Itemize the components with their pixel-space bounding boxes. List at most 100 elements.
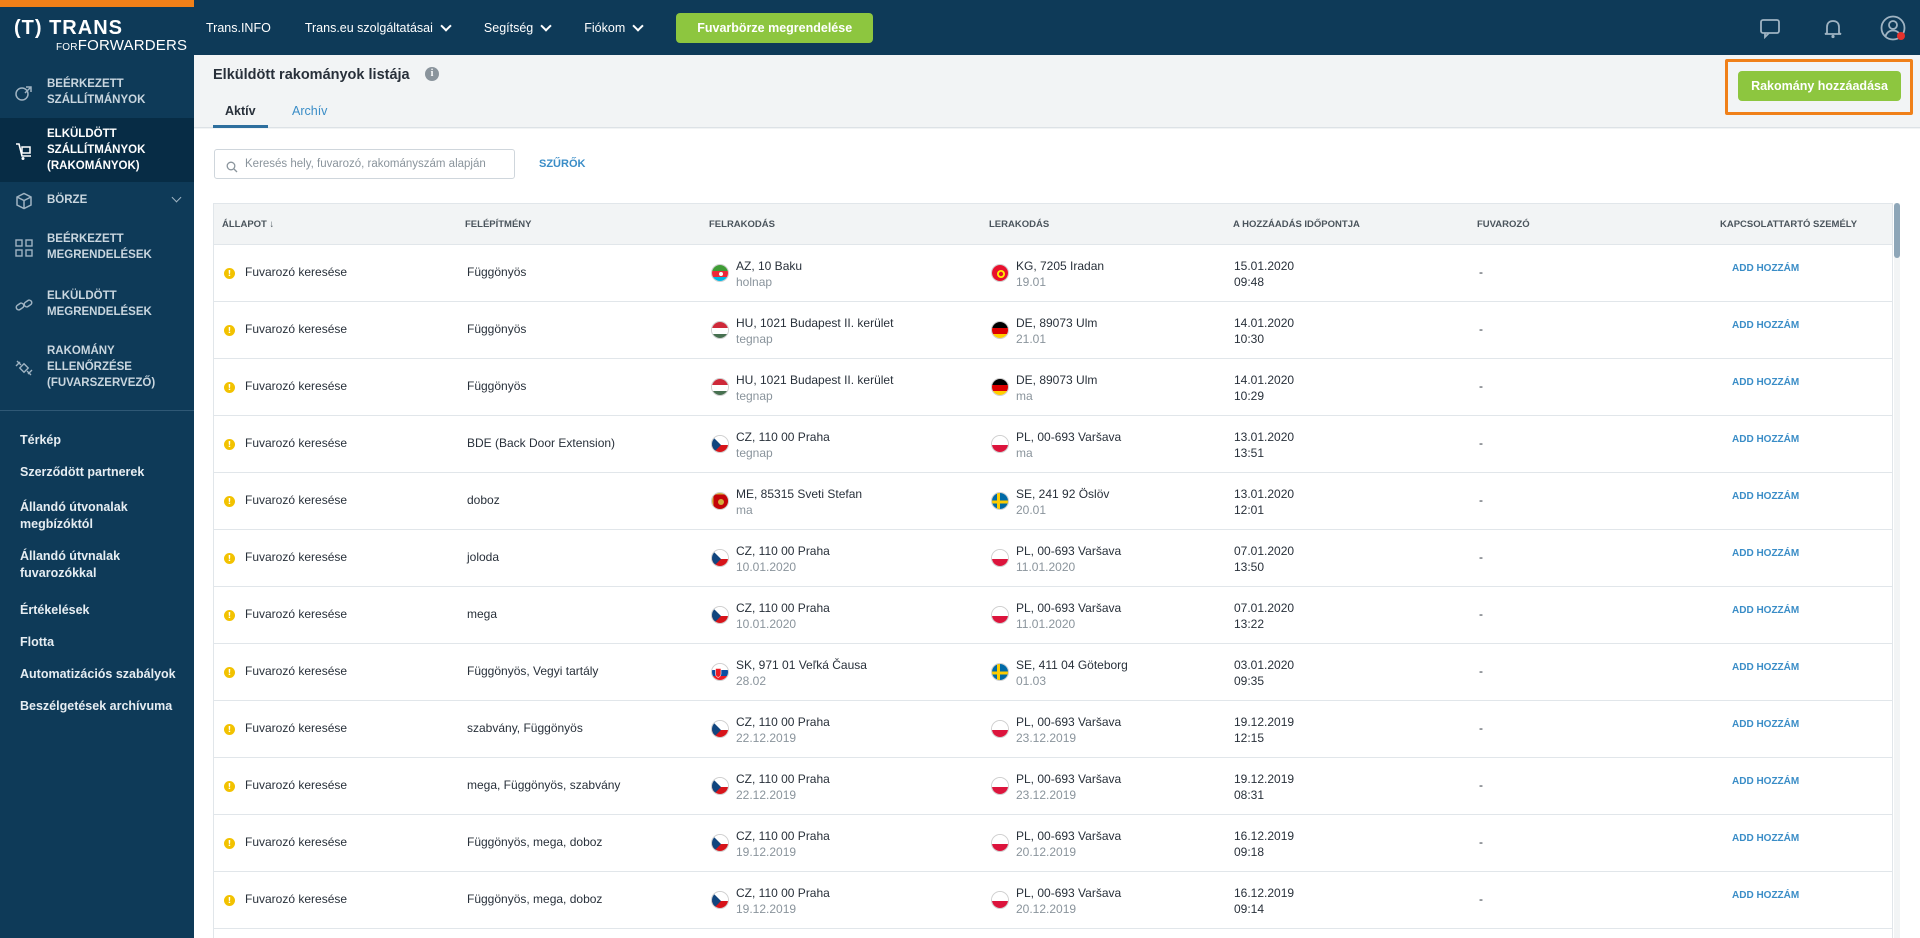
nav-trans-info[interactable]: Trans.INFO — [206, 21, 271, 35]
loading-date: 19.12.2019 — [736, 902, 797, 916]
pl-flag-icon — [991, 891, 1009, 909]
column-header-unloading: LERAKODÁS — [989, 219, 1050, 230]
table-row[interactable]: ! Fuvarozó keresése joloda CZ, 110 00 Praha… — [214, 530, 1892, 587]
assign-to-me-link[interactable]: ADD HOZZÁM — [1732, 434, 1800, 445]
sidebar-link-routes-from-clients[interactable]: Állandó útvonalak megbízóktól — [20, 500, 128, 531]
assign-to-me-link[interactable]: ADD HOZZÁM — [1732, 263, 1800, 274]
nav-help[interactable]: Segítség — [484, 20, 552, 35]
sidebar-link-automation-rules[interactable]: Automatizációs szabályok — [20, 667, 176, 681]
sidebar-link-ratings[interactable]: Értékelések — [20, 603, 90, 617]
table-row[interactable]: ! Fuvarozó keresése mega CZ, 110 00 Praha 10… — [214, 587, 1892, 644]
info-icon[interactable]: i — [425, 67, 439, 81]
table-row[interactable]: ! Fuvarozó keresése Függönyös, Vegyi tartá… — [214, 644, 1892, 701]
unloading-place: KG, 7205 Iradan — [1016, 259, 1105, 273]
pl-flag-icon — [991, 606, 1009, 624]
assign-to-me-link[interactable]: ADD HOZZÁM — [1732, 776, 1800, 787]
loading-date: 10.01.2020 — [736, 617, 797, 631]
sidebar-link-fleet[interactable]: Flotta — [20, 635, 55, 649]
assign-to-me-link[interactable]: ADD HOZZÁM — [1732, 320, 1800, 331]
added-time-cell: 07.01.2020 13:22 — [1234, 600, 1294, 632]
added-time-cell: 19.12.2019 08:31 — [1234, 771, 1294, 803]
table-row[interactable]: ! Fuvarozó keresése Függönyös HU, 1021 Buda… — [214, 302, 1892, 359]
search-box — [214, 149, 515, 179]
added-time: 10:30 — [1234, 332, 1265, 346]
sidebar-item-incoming-orders[interactable]: BEÉRKEZETT MEGRENDELÉSEK — [0, 218, 194, 275]
table-row[interactable]: ! Fuvarozó keresése doboz ME, 85315 Sveti S… — [214, 473, 1892, 530]
chat-icon[interactable] — [1759, 17, 1781, 39]
status-cell: Fuvarozó keresése — [245, 436, 348, 450]
filters-link[interactable]: SZŰRŐK — [539, 158, 586, 170]
column-header-contact: KAPCSOLATTARTÓ SZEMÉLY — [1720, 219, 1858, 230]
unloading-date: ma — [1016, 389, 1033, 403]
user-avatar-icon[interactable] — [1880, 15, 1906, 41]
sidebar-item-exchange[interactable]: BÖRZE — [0, 182, 194, 218]
table-row[interactable]: ! Fuvarozó keresése mega, Függönyös, szabv… — [214, 758, 1892, 815]
sidebar-link-contracted-partners[interactable]: Szerződött partnerek — [20, 465, 145, 479]
column-header-status[interactable]: ÁLLAPOT ↓ — [222, 219, 275, 230]
tab-active[interactable]: Aktív — [213, 104, 268, 128]
carrier-cell: - — [1479, 721, 1483, 735]
table-row[interactable]: ! Fuvarozó keresése szabvány, Függönyös CZ,… — [214, 701, 1892, 758]
assign-to-me-link[interactable]: ADD HOZZÁM — [1732, 833, 1800, 844]
table-header: ÁLLAPOT ↓ FELÉPÍTMÉNY FELRAKODÁS LERAKOD… — [214, 204, 1892, 245]
assign-to-me-link[interactable]: ADD HOZZÁM — [1732, 491, 1800, 502]
scrollbar-thumb[interactable] — [1894, 203, 1900, 258]
cz-flag-icon — [711, 435, 729, 453]
loading-place: AZ, 10 Baku — [736, 259, 803, 273]
table-scrollbar[interactable] — [1894, 203, 1900, 938]
unloading-cell: PL, 00-693 Varšava 23.12.2019 — [1016, 771, 1121, 803]
trans-for-forwarders-logo[interactable]: (T) TRANS FORFORWARDERS — [14, 17, 187, 56]
order-exchange-button[interactable]: Fuvarbörze megrendelése — [676, 13, 874, 43]
tab-archive[interactable]: Archív — [292, 104, 328, 118]
logo-line-2: FORFORWARDERS — [14, 38, 187, 56]
added-time: 13:50 — [1234, 560, 1265, 574]
chevron-down-icon[interactable] — [171, 192, 182, 203]
se-flag-icon — [991, 492, 1009, 510]
assign-to-me-link[interactable]: ADD HOZZÁM — [1732, 377, 1800, 388]
assign-to-me-link[interactable]: ADD HOZZÁM — [1732, 548, 1800, 559]
unloading-cell: PL, 00-693 Varšava 20.12.2019 — [1016, 828, 1121, 860]
warning-status-icon: ! — [224, 325, 235, 336]
table-row[interactable]: ! Fuvarozó keresése BDE (Back Door Extensi… — [214, 416, 1892, 473]
added-time: 09:14 — [1234, 902, 1265, 916]
page-header: Elküldött rakományok listája i Aktív Arc… — [194, 55, 1920, 128]
nav-services[interactable]: Trans.eu szolgáltatásai — [305, 20, 452, 35]
table-row[interactable]: ! Fuvarozó keresése Függönyös, mega, doboz… — [214, 872, 1892, 929]
added-date: 19.12.2019 — [1234, 772, 1295, 786]
unloading-date: 20.12.2019 — [1016, 845, 1077, 859]
added-time-cell: 16.12.2019 09:14 — [1234, 885, 1294, 917]
table-row[interactable]: ! Fuvarozó keresése Függönyös AZ, 10 Baku ho… — [214, 245, 1892, 302]
table-row[interactable]: ! Fuvarozó keresése Függönyös, mega, doboz… — [214, 815, 1892, 872]
warning-status-icon: ! — [224, 268, 235, 279]
bell-icon[interactable] — [1822, 17, 1844, 39]
nav-account[interactable]: Fiókom — [584, 20, 644, 35]
sidebar-item-cargo-check[interactable]: RAKOMÁNY ELLENŐRZÉSE (FUVARSZERVEZŐ) — [0, 332, 194, 402]
added-time: 12:01 — [1234, 503, 1265, 517]
body-type-cell: doboz — [467, 493, 500, 507]
cz-flag-icon — [711, 549, 729, 567]
sidebar-link-chat-archive[interactable]: Beszélgetések archívuma — [20, 699, 173, 713]
sidebar-item-incoming-shipments[interactable]: BEÉRKEZETT SZÁLLÍTMÁNYOK — [0, 66, 194, 118]
added-date: 15.01.2020 — [1234, 259, 1295, 273]
top-icons — [1759, 0, 1920, 55]
sidebar-item-sent-shipments[interactable]: ELKÜLDÖTT SZÁLLÍTMÁNYOK (RAKOMÁNYOK) — [0, 118, 194, 182]
unloading-cell: SE, 411 04 Göteborg 01.03 — [1016, 657, 1128, 689]
logo-line-2-small: FOR — [56, 42, 78, 53]
assign-to-me-link[interactable]: ADD HOZZÁM — [1732, 890, 1800, 901]
add-cargo-button[interactable]: Rakomány hozzáadása — [1738, 71, 1901, 101]
carrier-cell: - — [1479, 607, 1483, 621]
assign-to-me-link[interactable]: ADD HOZZÁM — [1732, 605, 1800, 616]
table-row[interactable]: ! Fuvarozó keresése Függönyös HU, 1021 Buda… — [214, 359, 1892, 416]
assign-to-me-link[interactable]: ADD HOZZÁM — [1732, 719, 1800, 730]
sidebar-link-routes-with-carriers[interactable]: Állandó útvnalak fuvarozókkal — [20, 549, 121, 580]
sidebar-item-sent-orders[interactable]: ELKÜLDÖTT MEGRENDELÉSEK — [0, 275, 194, 332]
assign-to-me-link[interactable]: ADD HOZZÁM — [1732, 662, 1800, 673]
sidebar-divider — [0, 410, 194, 411]
sidebar-link-map[interactable]: Térkép — [20, 433, 61, 447]
logo-line-1: (T) TRANS — [14, 17, 123, 39]
cz-flag-icon — [711, 834, 729, 852]
search-input[interactable] — [245, 155, 510, 173]
unloading-date: 01.03 — [1016, 674, 1047, 688]
status-cell: Fuvarozó keresése — [245, 835, 348, 849]
sk-flag-icon — [711, 663, 729, 681]
